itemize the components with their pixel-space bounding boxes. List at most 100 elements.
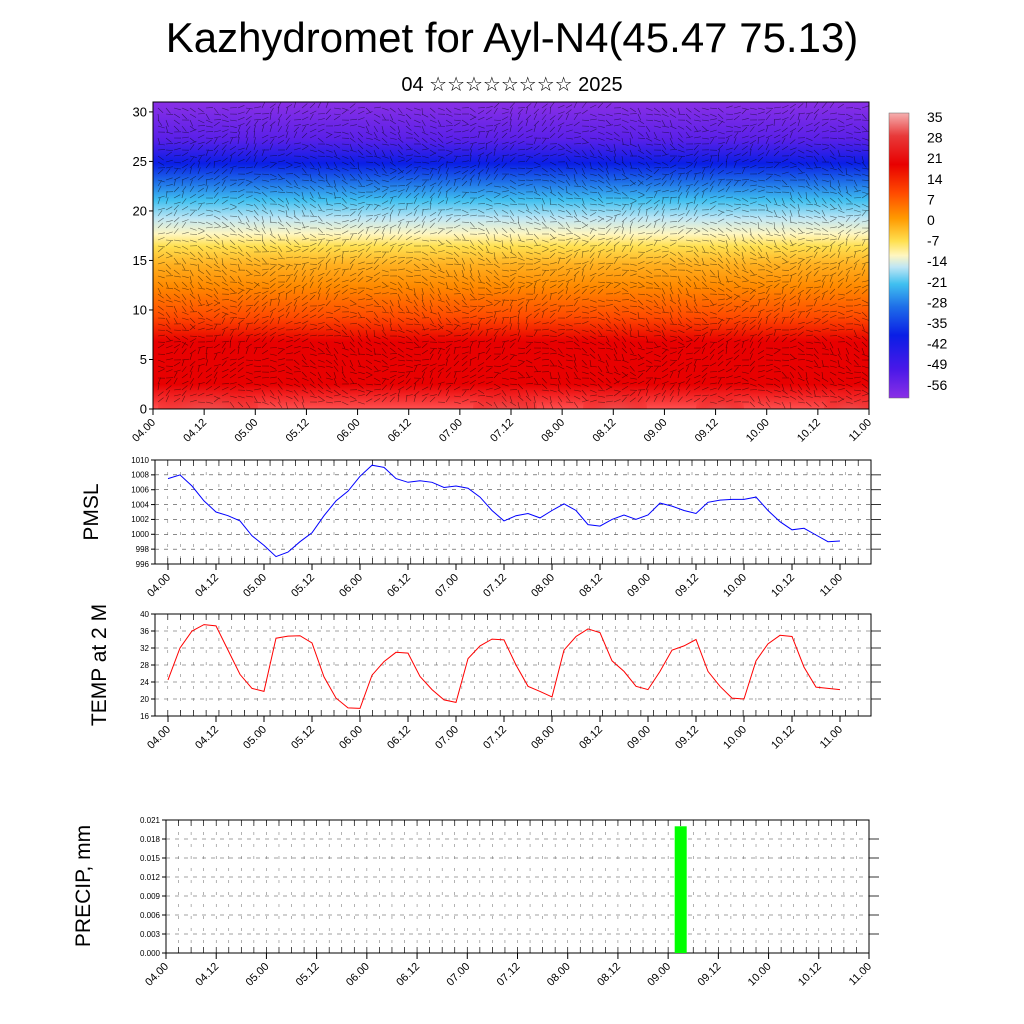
wind-barb bbox=[397, 335, 405, 339]
wind-barb bbox=[669, 131, 673, 139]
wind-barb bbox=[293, 185, 301, 190]
wind-barb bbox=[317, 287, 322, 295]
wind-barb bbox=[413, 299, 418, 307]
wind-barb bbox=[429, 212, 437, 217]
wind-barb bbox=[805, 231, 813, 235]
wind-barb bbox=[613, 267, 621, 271]
wind-barb bbox=[821, 203, 829, 208]
wind-barb bbox=[221, 374, 229, 379]
wind-barb bbox=[373, 149, 377, 157]
wind-barb bbox=[437, 167, 441, 175]
wind-barb bbox=[245, 382, 253, 385]
wind-barb bbox=[261, 239, 266, 247]
wind-barb bbox=[381, 233, 385, 241]
wind-barb bbox=[837, 278, 845, 283]
wind-barb bbox=[237, 131, 241, 139]
wind-barb bbox=[661, 335, 668, 342]
wind-barb bbox=[773, 365, 781, 370]
wind-barb bbox=[253, 370, 261, 373]
wind-barb bbox=[749, 395, 755, 402]
wind-barb bbox=[725, 151, 732, 157]
wind-barb bbox=[205, 149, 209, 157]
wind-barb bbox=[797, 299, 801, 307]
wind-barb bbox=[261, 316, 269, 319]
wind-barb bbox=[157, 334, 165, 337]
wind-barb bbox=[237, 323, 240, 331]
wind-barb bbox=[565, 281, 569, 289]
wind-barb bbox=[485, 365, 493, 368]
wind-barb bbox=[349, 173, 356, 180]
wind-barb bbox=[325, 359, 333, 364]
wind-barb bbox=[461, 263, 465, 271]
wind-barb bbox=[765, 191, 774, 193]
wind-barb bbox=[845, 401, 853, 404]
wind-barb bbox=[245, 304, 254, 307]
wind-barb bbox=[613, 283, 620, 289]
wind-barb bbox=[269, 376, 277, 379]
wind-barb bbox=[429, 182, 437, 187]
wind-barb bbox=[733, 323, 739, 331]
wind-barb bbox=[733, 320, 741, 325]
wind-barb bbox=[237, 289, 244, 295]
wind-barb bbox=[525, 197, 534, 199]
wind-barb bbox=[645, 396, 651, 403]
wind-barb bbox=[701, 113, 709, 117]
wind-barb bbox=[429, 263, 437, 268]
wind-barb bbox=[501, 239, 504, 248]
wind-barb bbox=[757, 245, 763, 253]
wind-barb bbox=[253, 130, 255, 139]
wind-barb bbox=[301, 283, 308, 289]
wind-barb bbox=[813, 191, 819, 198]
wind-barb bbox=[397, 234, 403, 241]
wind-barb bbox=[325, 155, 333, 158]
wind-barb bbox=[765, 185, 773, 188]
wind-barb bbox=[181, 131, 189, 134]
wind-barb bbox=[381, 359, 388, 365]
wind-barb bbox=[565, 123, 573, 127]
wind-barb bbox=[589, 399, 597, 403]
wind-barb bbox=[581, 298, 589, 301]
wind-barb bbox=[197, 287, 205, 290]
wind-barb bbox=[509, 370, 517, 373]
wind-barb bbox=[861, 317, 869, 321]
wind-barb bbox=[525, 128, 533, 133]
wind-barb bbox=[461, 351, 469, 355]
wind-barb bbox=[853, 251, 857, 259]
wind-barb bbox=[829, 226, 837, 229]
wind-barb bbox=[309, 191, 314, 199]
wind-barb bbox=[789, 371, 795, 378]
wind-barb bbox=[589, 125, 597, 129]
wind-barb bbox=[221, 196, 229, 199]
wind-barb bbox=[653, 345, 661, 349]
wind-barb bbox=[197, 346, 205, 349]
wind-barb bbox=[333, 341, 341, 344]
wind-barb bbox=[245, 257, 253, 262]
wind-barb bbox=[613, 167, 621, 171]
wind-barb bbox=[821, 341, 827, 348]
wind-barb bbox=[789, 377, 794, 385]
wind-barb bbox=[701, 239, 709, 242]
wind-barb bbox=[629, 323, 632, 331]
wind-barb bbox=[461, 214, 469, 217]
wind-barb bbox=[357, 389, 365, 393]
wind-barb bbox=[373, 398, 381, 403]
wind-barb bbox=[229, 317, 234, 325]
wind-barb bbox=[333, 329, 341, 334]
wind-barb bbox=[293, 263, 302, 265]
wind-barb bbox=[853, 179, 858, 187]
wind-barb bbox=[797, 149, 805, 154]
wind-barb bbox=[461, 141, 469, 145]
wind-barb bbox=[605, 341, 612, 347]
wind-barb bbox=[581, 224, 589, 229]
wind-barb bbox=[637, 224, 645, 229]
wind-barb bbox=[325, 131, 333, 136]
wind-barb bbox=[333, 155, 341, 160]
wind-barb bbox=[269, 317, 275, 325]
wind-barb bbox=[301, 320, 309, 325]
wind-barb bbox=[325, 197, 328, 205]
wind-barb bbox=[509, 102, 515, 109]
wind-barb bbox=[669, 257, 676, 263]
wind-barb bbox=[469, 374, 477, 379]
wind-barb bbox=[613, 274, 621, 277]
wind-barb bbox=[653, 249, 661, 253]
